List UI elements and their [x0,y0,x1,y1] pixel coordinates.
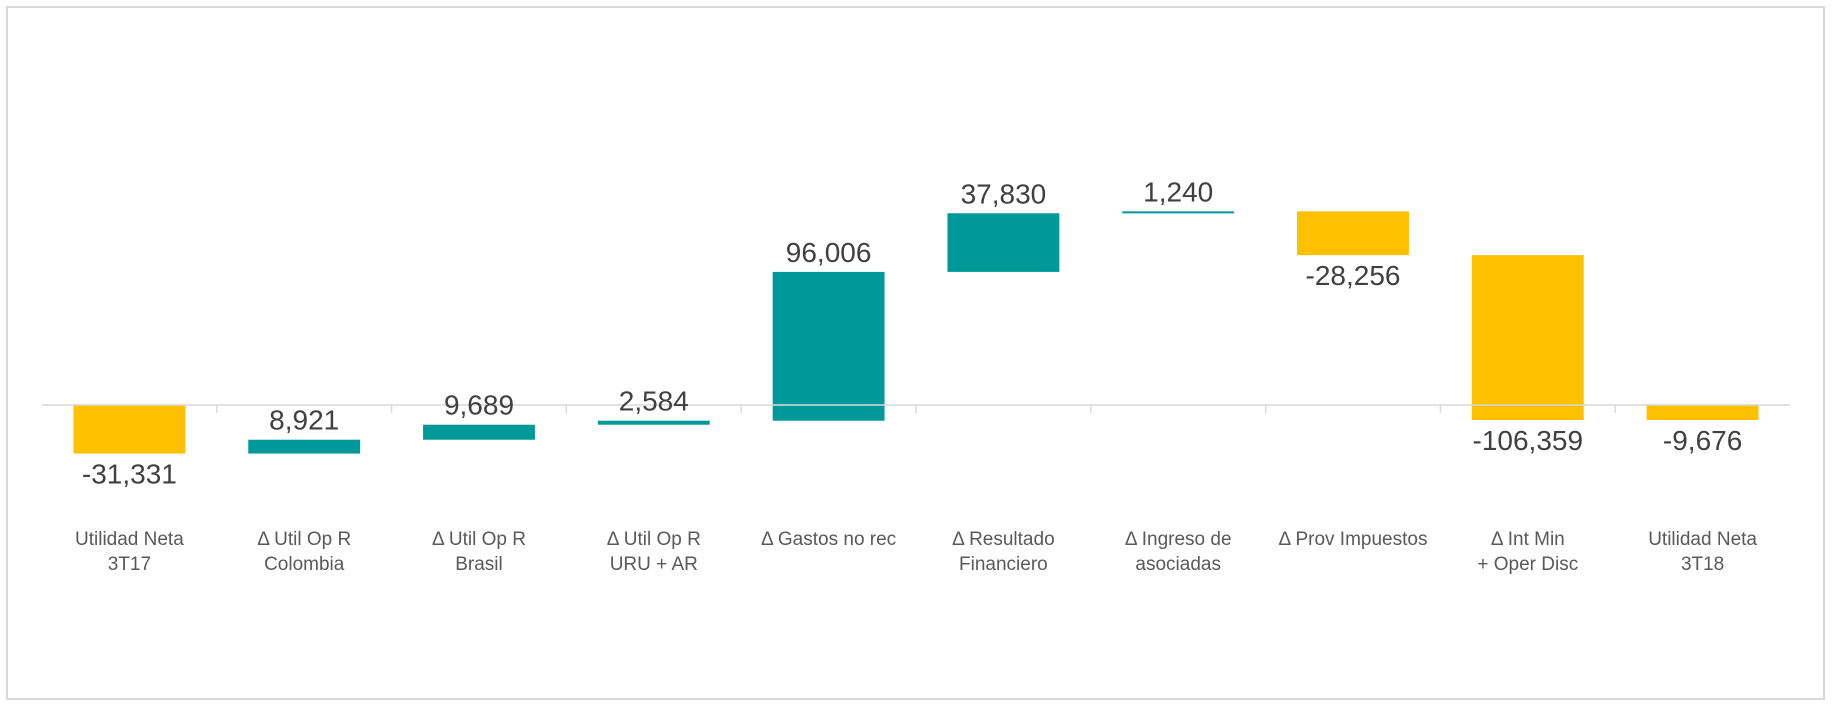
waterfall-bar [73,405,186,454]
category-label: Financiero [959,554,1048,575]
bar-value-label: -9,676 [1663,425,1742,456]
category-label: Δ Gastos no rec [761,529,896,550]
waterfall-bar [772,271,885,421]
category-label: Δ Util Op R [607,529,701,550]
bar-value-label: 9,689 [444,390,514,421]
axis-ticks [216,405,1616,413]
category-label: Δ Util Op R [432,529,526,550]
category-label: Utilidad Neta [75,529,184,550]
bars-layer [73,211,1759,454]
bar-value-label: -28,256 [1306,260,1401,291]
category-label: Δ Resultado [952,529,1054,550]
category-label: asociadas [1135,554,1221,575]
waterfall-bar [248,439,361,454]
category-label: 3T17 [108,554,151,575]
category-label: Δ Prov Impuestos [1279,529,1428,550]
waterfall-chart: -31,331 8,921 9,689 2,584 96,006 37,830 1,240 -… [42,176,1790,575]
waterfall-bar [423,424,535,440]
waterfall-bar [1471,255,1584,420]
value-labels: -31,331 8,921 9,689 2,584 96,006 37,830 1,240 -… [82,176,1742,489]
waterfall-bar [1297,211,1409,256]
category-label: Colombia [264,554,345,575]
bar-value-label: 37,830 [961,178,1047,209]
bar-value-label: 8,921 [269,405,339,436]
bar-value-label: -106,359 [1473,425,1584,456]
category-label: 3T18 [1681,554,1724,575]
category-label: URU + AR [610,554,698,575]
category-label: Δ Int Min [1491,529,1565,550]
category-label: Utilidad Neta [1648,529,1757,550]
category-label: Brasil [455,554,503,575]
category-label: Δ Ingreso de [1125,529,1232,550]
bar-value-label: 96,006 [786,237,872,268]
bar-value-label: -31,331 [82,459,177,490]
waterfall-bar [1122,211,1235,214]
category-label: Δ Util Op R [257,529,351,550]
bar-value-label: 2,584 [619,386,689,417]
category-label: + Oper Disc [1477,554,1578,575]
waterfall-bar [947,213,1060,272]
bar-value-label: 1,240 [1143,176,1213,207]
category-labels: Utilidad Neta 3T17 Δ Util Op R Colombia Δ Ut… [75,529,1757,575]
waterfall-bar [1646,405,1759,420]
chart-frame: -31,331 8,921 9,689 2,584 96,006 37,830 1,240 -… [6,6,1825,700]
waterfall-bar [597,420,710,425]
